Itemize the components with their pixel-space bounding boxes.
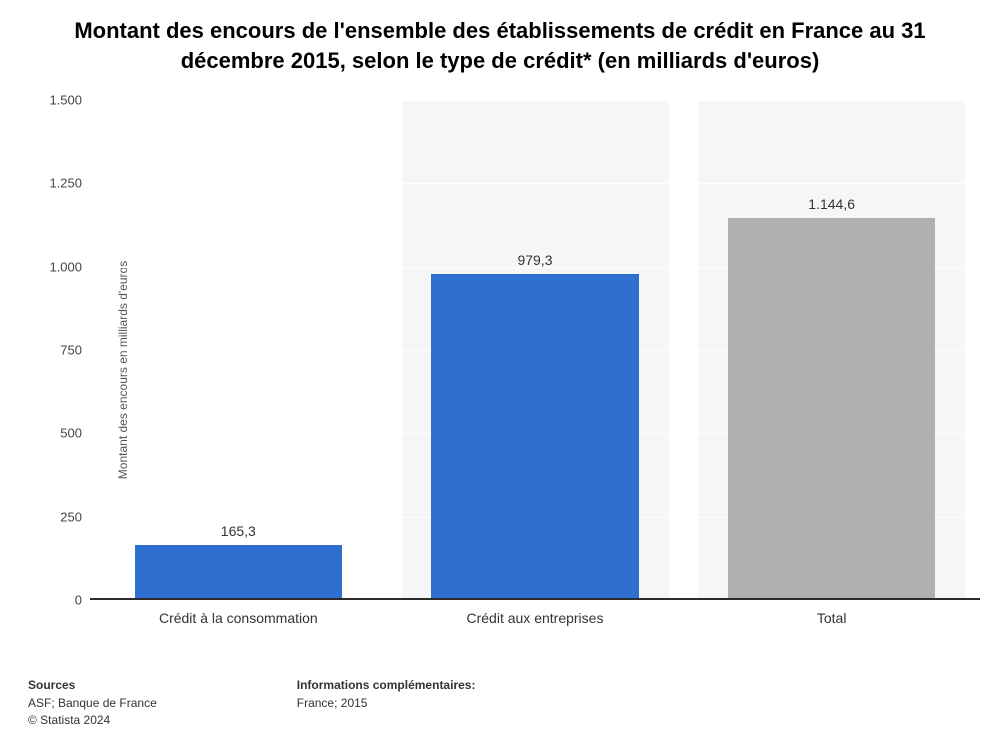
info-block: Informations complémentaires: France; 20… <box>297 677 476 729</box>
x-axis-line <box>90 598 980 600</box>
chart-area: Montant des encours en milliards d'euros… <box>0 90 1000 650</box>
y-tick-label: 1.250 <box>49 176 82 191</box>
y-tick-label: 250 <box>60 509 82 524</box>
bar-value-label: 1.144,6 <box>683 196 980 212</box>
y-tick-label: 1.500 <box>49 93 82 108</box>
sources-line: ASF; Banque de France <box>28 695 157 712</box>
sources-block: Sources ASF; Banque de France © Statista… <box>28 677 157 729</box>
x-tick-label: Total <box>683 610 980 626</box>
bar <box>431 274 639 600</box>
copyright-line: © Statista 2024 <box>28 712 157 729</box>
sources-heading: Sources <box>28 677 157 694</box>
grid-line <box>90 183 980 184</box>
chart-footer: Sources ASF; Banque de France © Statista… <box>28 677 972 729</box>
bar <box>135 545 343 600</box>
bar-value-label: 979,3 <box>387 252 684 268</box>
info-heading: Informations complémentaires: <box>297 677 476 694</box>
y-tick-label: 750 <box>60 343 82 358</box>
plot-region: 02505007501.0001.2501.500165,3Crédit à l… <box>90 100 980 600</box>
y-tick-label: 500 <box>60 426 82 441</box>
x-tick-label: Crédit aux entreprises <box>387 610 684 626</box>
grid-line <box>90 600 980 601</box>
x-tick-label: Crédit à la consommation <box>90 610 387 626</box>
grid-line <box>90 100 980 101</box>
y-tick-label: 0 <box>75 593 82 608</box>
chart-title: Montant des encours de l'ensemble des ét… <box>0 0 1000 83</box>
y-tick-label: 1.000 <box>49 259 82 274</box>
info-line: France; 2015 <box>297 695 476 712</box>
bar-value-label: 165,3 <box>90 523 387 539</box>
bar <box>728 218 936 600</box>
